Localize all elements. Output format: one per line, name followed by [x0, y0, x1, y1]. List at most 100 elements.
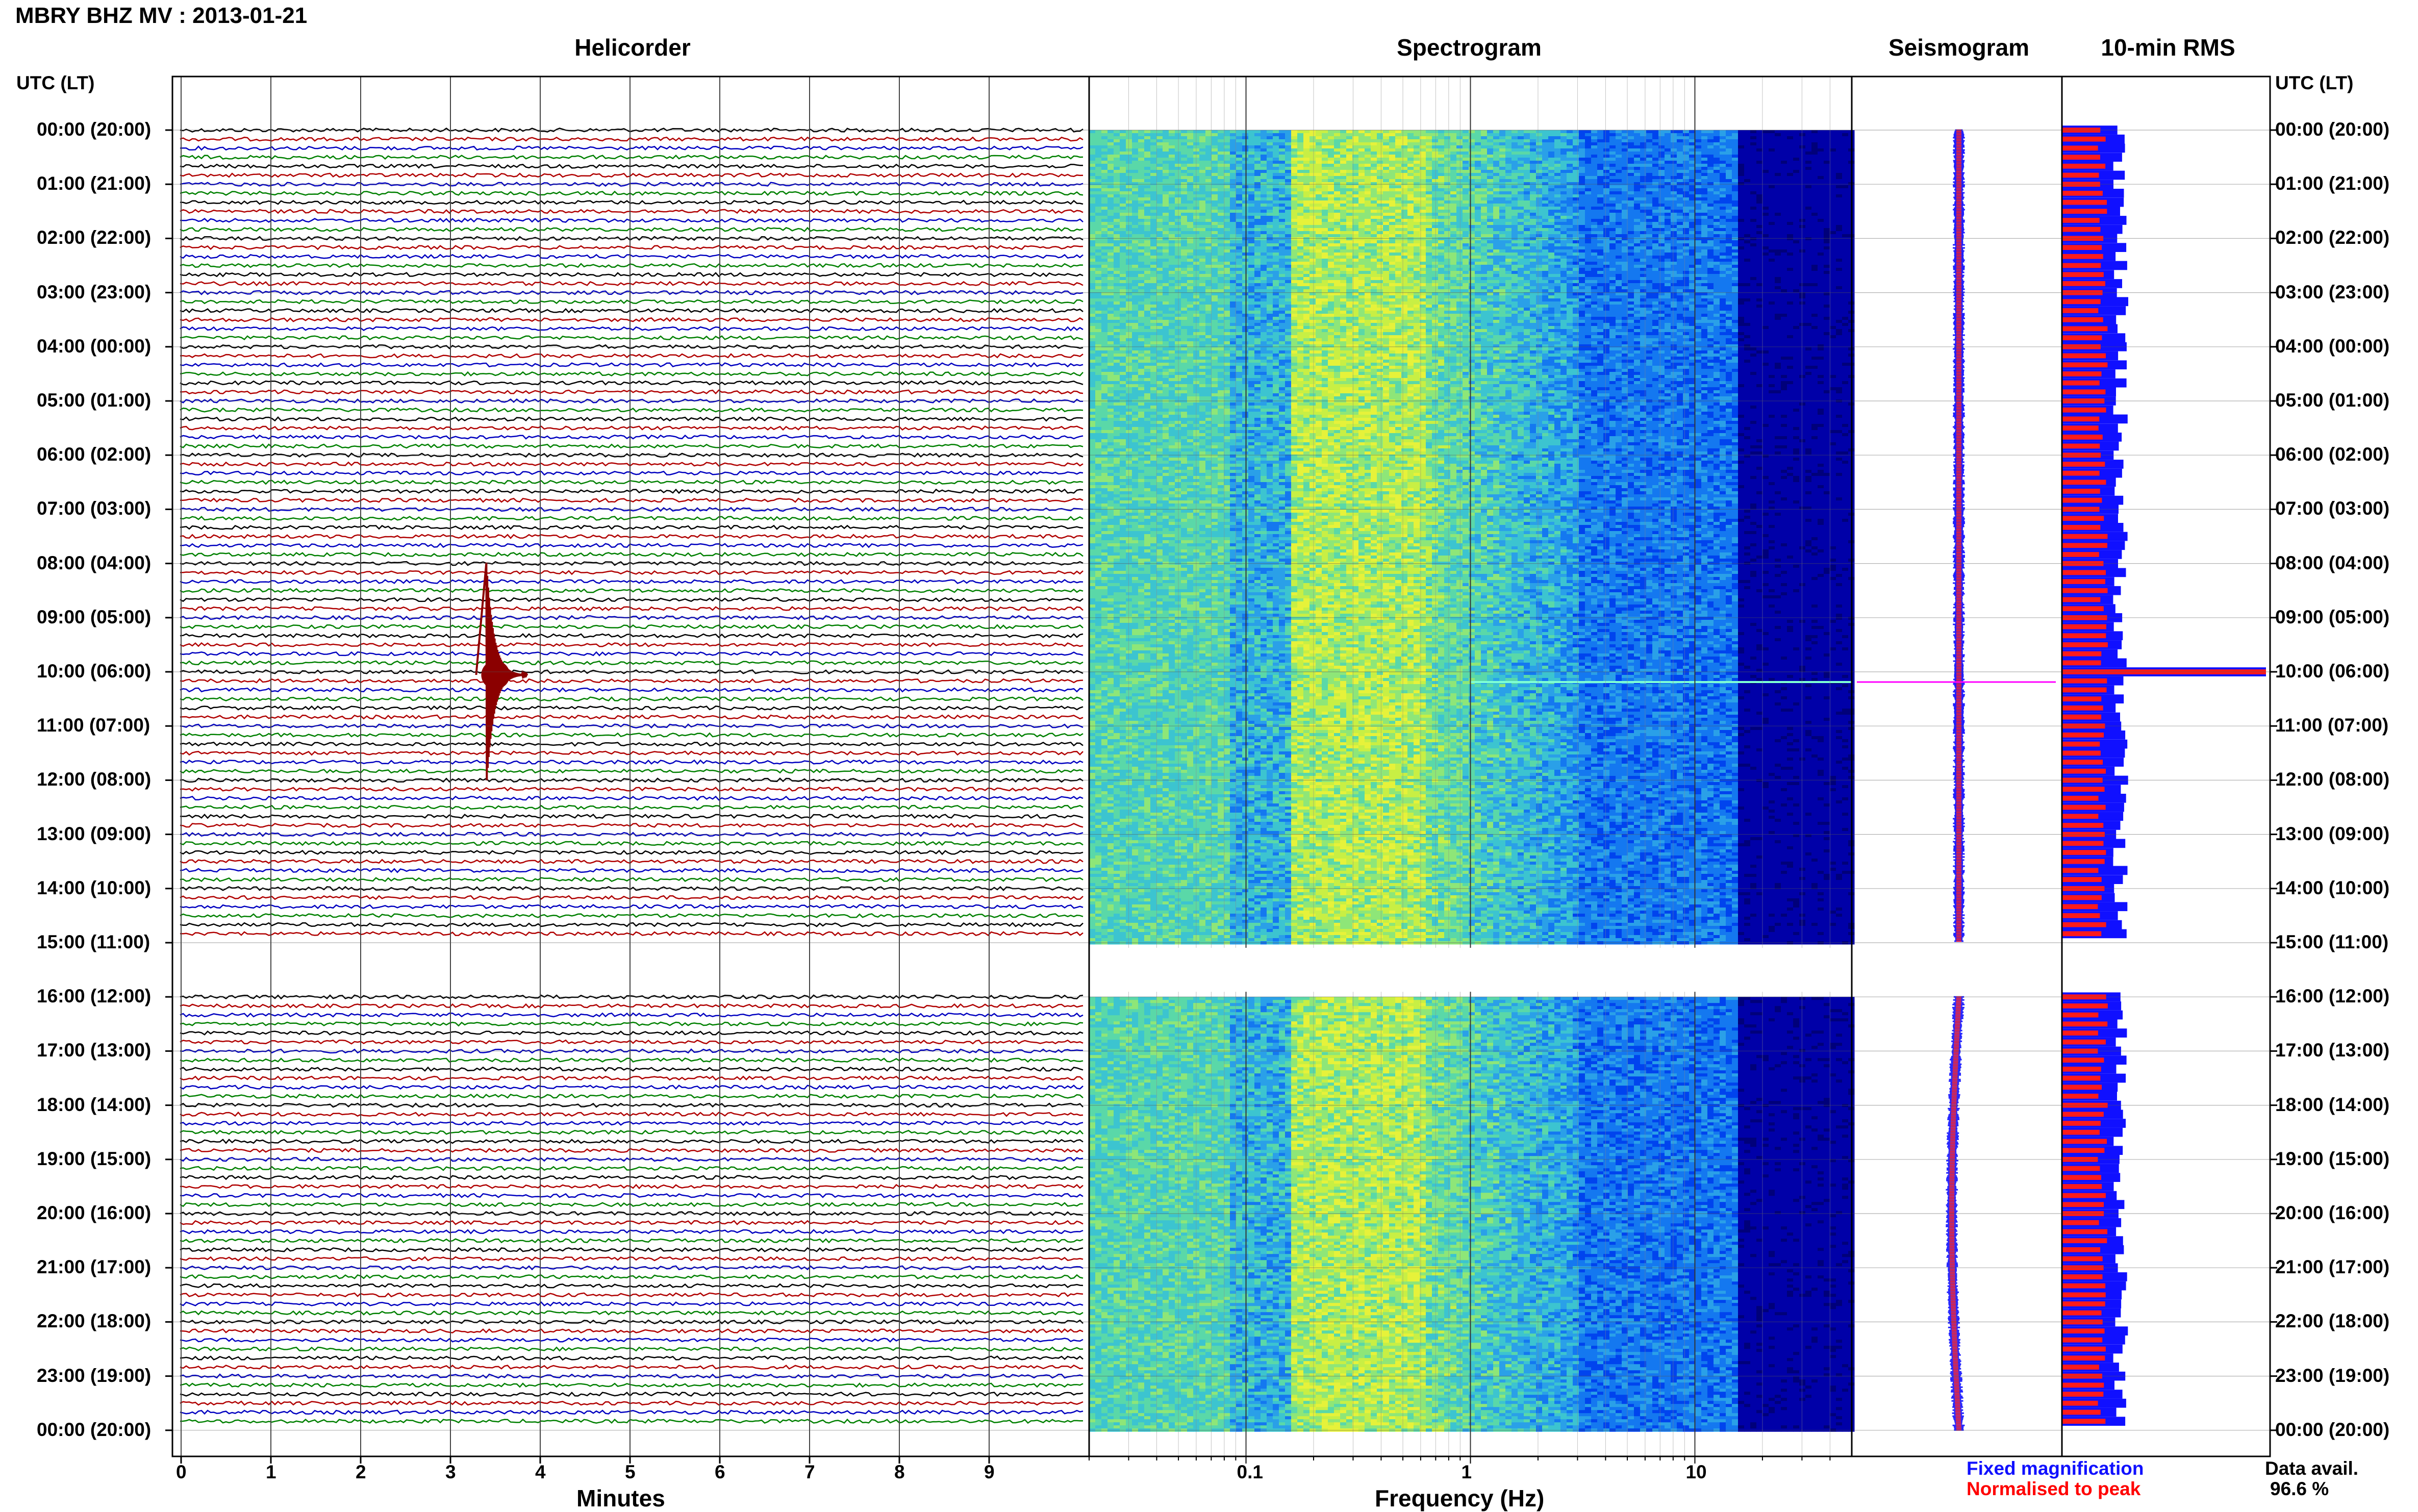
spectrogram-cell: [1738, 130, 1745, 134]
spectrogram-cell: [1205, 133, 1212, 137]
spectrogram-cell: [1291, 136, 1298, 140]
spectrogram-cell: [1603, 130, 1610, 134]
spectrogram-cell: [1475, 136, 1481, 140]
spectrogram-cell: [1591, 133, 1598, 137]
spectrogram-cell: [1316, 136, 1322, 140]
spectrogram-cell: [1236, 136, 1243, 140]
spectrogram-cell: [1181, 136, 1188, 140]
helicorder-panel: [180, 77, 1083, 1464]
spectrogram-cell: [1744, 133, 1751, 137]
spectrogram-cell: [1267, 130, 1273, 134]
spectrogram-cell: [1358, 133, 1365, 137]
helicorder-trace: [180, 408, 1083, 412]
helicorder-trace: [180, 715, 1083, 719]
spectrogram-cell: [1805, 133, 1812, 137]
spectrogram-cell: [1762, 133, 1769, 137]
spectrogram-cell: [1750, 133, 1757, 137]
spectrogram-cell: [1762, 130, 1769, 134]
helicorder-trace: [180, 1401, 1083, 1405]
helicorder-trace: [180, 435, 1083, 439]
spectrogram-cell: [1554, 133, 1561, 137]
spectrogram-cell: [1579, 130, 1585, 134]
spectrogram-cell: [1279, 133, 1286, 137]
spectrogram-cell: [1640, 130, 1647, 134]
spectrogram-cell: [1340, 136, 1347, 140]
helicorder-trace: [180, 661, 1083, 665]
spectrogram-cell: [1322, 133, 1328, 137]
spectrogram-cell: [1377, 130, 1383, 134]
spectrogram-cell: [1407, 133, 1414, 137]
spectrogram-cell: [1616, 133, 1622, 137]
spectrogram-cell: [1450, 130, 1457, 134]
spectrogram-cell: [1714, 130, 1720, 134]
spectrogram-cell: [1205, 136, 1212, 140]
helicorder-trace: [180, 336, 1083, 340]
spectrogram-cell: [1261, 130, 1267, 134]
helicorder-trace: [180, 1230, 1083, 1233]
spectrogram-cell: [1818, 130, 1824, 134]
spectrogram-cell: [1138, 130, 1145, 134]
spectrogram-cell: [1456, 133, 1463, 137]
spectrogram-cell: [1726, 130, 1732, 134]
spectrogram-cell: [1144, 136, 1151, 140]
spectrogram-cell: [1328, 136, 1334, 140]
spectrogram-cell: [1095, 136, 1102, 140]
spectrogram-cell: [1426, 133, 1432, 137]
helicorder-trace: [180, 525, 1083, 529]
helicorder-trace: [180, 823, 1083, 827]
spectrogram-cell: [1426, 130, 1432, 134]
spectrogram-cell: [1493, 133, 1500, 137]
helicorder-trace: [180, 1185, 1083, 1188]
spectrogram-cell: [1756, 130, 1763, 134]
spectrogram-cell: [1707, 130, 1714, 134]
spectrogram-cell: [1132, 133, 1139, 137]
spectrogram-cell: [1407, 136, 1414, 140]
spectrogram-cell: [1126, 136, 1132, 140]
spectrogram-cell: [1303, 130, 1310, 134]
spectrogram-cell: [1316, 133, 1322, 137]
spectrogram-cell: [1291, 130, 1298, 134]
helicorder-trace: [180, 1284, 1083, 1288]
spectrogram-cell: [1634, 133, 1641, 137]
spectrogram-cell: [1432, 136, 1439, 140]
spectrogram-cell: [1169, 133, 1175, 137]
spectrogram-cell: [1107, 136, 1114, 140]
spectrogram-cell: [1169, 130, 1175, 134]
spectrogram-cell: [1297, 133, 1304, 137]
helicorder-trace: [180, 390, 1083, 394]
spectrogram-cell: [1107, 130, 1114, 134]
spectrogram-cell: [1291, 133, 1298, 137]
spectrogram-cell: [1720, 130, 1726, 134]
helicorder-trace: [180, 742, 1083, 746]
spectrogram-cell: [1383, 133, 1390, 137]
helicorder-trace: [180, 1302, 1083, 1306]
helicorder-trace: [180, 544, 1083, 547]
spectrogram-cell: [1242, 133, 1249, 137]
helicorder-trace: [180, 788, 1083, 791]
helicorder-trace: [180, 869, 1083, 872]
spectrogram-cell: [1469, 130, 1475, 134]
spectrogram-cell: [1218, 133, 1224, 137]
helicorder-trace: [180, 1248, 1083, 1251]
spectrogram-cell: [1095, 133, 1102, 137]
spectrogram-cell: [1175, 133, 1181, 137]
spectrogram-cell: [1665, 130, 1671, 134]
spectrogram-cell: [1432, 133, 1439, 137]
spectrogram-cell: [1334, 136, 1341, 140]
spectrogram-cell: [1671, 130, 1677, 134]
spectrogram-cell: [1775, 130, 1781, 134]
helicorder-trace: [180, 860, 1083, 863]
spectrogram-cell: [1199, 133, 1206, 137]
spectrogram-cell: [1120, 133, 1126, 137]
spectrogram-cell: [1175, 136, 1181, 140]
spectrogram-cell: [1456, 130, 1463, 134]
spectrogram-cell: [1628, 130, 1634, 134]
spectrogram-cell: [1144, 130, 1151, 134]
spectrogram-cell: [1628, 133, 1634, 137]
spectrogram-cell: [1463, 133, 1469, 137]
spectrogram-cell: [1842, 133, 1849, 137]
spectrogram-cell: [1224, 136, 1230, 140]
helicorder-trace: [180, 1094, 1083, 1098]
event-blob: [481, 661, 510, 689]
spectrogram-cell: [1236, 130, 1243, 134]
